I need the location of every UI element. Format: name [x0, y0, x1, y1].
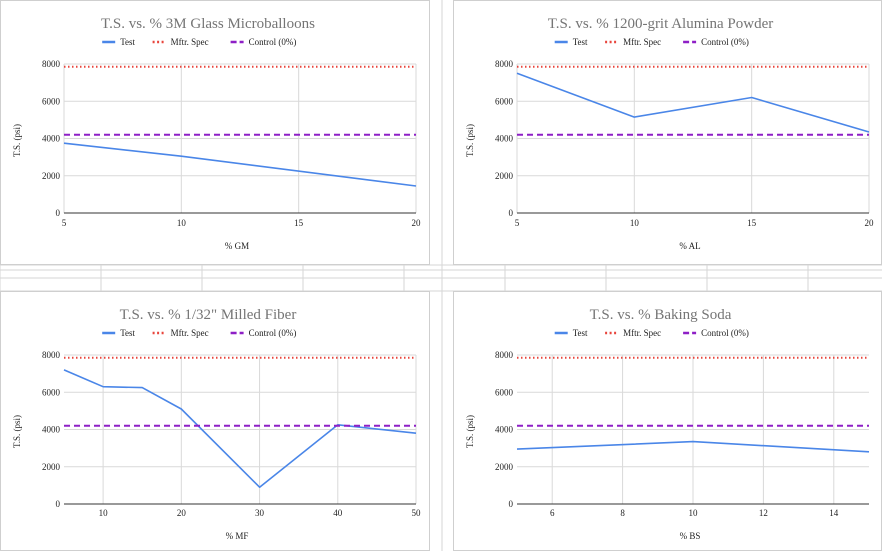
chart-title: T.S. vs. % Baking Soda — [590, 307, 732, 323]
chart-title: T.S. vs. % 1/32" Milled Fiber — [120, 307, 297, 323]
x-tick-label-10: 10 — [689, 508, 699, 518]
legend-item-spec: Mftr. Spec — [605, 37, 661, 47]
y-axis-label: T.S. (psi) — [465, 124, 475, 157]
x-tick-label-20: 20 — [177, 508, 187, 518]
legend-label-test: Test — [573, 37, 588, 47]
y-axis-label: T.S. (psi) — [12, 124, 22, 157]
x-axis-label: % GM — [225, 241, 249, 251]
legend-item-test: Test — [554, 37, 588, 47]
y-tick-label-8000: 8000 — [495, 350, 514, 360]
x-tick-label-15: 15 — [294, 218, 304, 228]
legend-item-control: Control (0%) — [230, 37, 297, 47]
y-tick-label-6000: 6000 — [42, 96, 61, 106]
series-line-test — [63, 369, 417, 488]
x-tick-label-10: 10 — [630, 218, 640, 228]
chart-glass-microballoons: T.S. vs. % 3M Glass Microballoons Test Mft… — [12, 16, 422, 251]
y-tick-label-0: 0 — [56, 499, 61, 509]
chart-title: T.S. vs. % 1200-grit Alumina Powder — [548, 16, 774, 32]
y-axis-label: T.S. (psi) — [12, 415, 22, 448]
y-tick-label-0: 0 — [56, 208, 61, 218]
chart-panel-alumina-powder[interactable]: T.S. vs. % 1200-grit Alumina Powder Test M… — [453, 0, 882, 265]
x-axis-label: % AL — [679, 241, 700, 251]
x-tick-label-50: 50 — [412, 508, 422, 518]
y-tick-label-6000: 6000 — [495, 387, 514, 397]
legend-label-spec: Mftr. Spec — [623, 328, 661, 338]
x-tick-label-10: 10 — [99, 508, 109, 518]
x-tick-label-5: 5 — [62, 218, 67, 228]
chart-panel-baking-soda[interactable]: T.S. vs. % Baking Soda Test Mftr. Spec Cont… — [453, 291, 882, 551]
legend-item-spec: Mftr. Spec — [152, 328, 209, 338]
legend-item-control: Control (0%) — [230, 328, 297, 338]
x-tick-label-15: 15 — [747, 218, 757, 228]
legend-label-control: Control (0%) — [249, 37, 297, 47]
legend-label-control: Control (0%) — [249, 328, 297, 338]
legend-item-test: Test — [102, 37, 136, 47]
legend-item-test: Test — [102, 328, 136, 338]
series-line-test — [516, 72, 870, 133]
x-tick-label-12: 12 — [759, 508, 768, 518]
chart-panel-milled-fiber[interactable]: T.S. vs. % 1/32" Milled Fiber Test Mftr. S… — [0, 291, 430, 551]
legend-item-spec: Mftr. Spec — [605, 328, 661, 338]
x-tick-label-14: 14 — [829, 508, 839, 518]
x-tick-label-40: 40 — [333, 508, 343, 518]
chart-alumina-powder: T.S. vs. % 1200-grit Alumina Powder Test M… — [465, 16, 875, 251]
legend-label-control: Control (0%) — [701, 37, 749, 47]
y-tick-label-2000: 2000 — [495, 462, 514, 472]
x-axis-label: % BS — [680, 531, 701, 541]
y-tick-label-2000: 2000 — [42, 171, 61, 181]
x-tick-label-5: 5 — [515, 218, 520, 228]
y-tick-label-4000: 4000 — [42, 425, 61, 435]
y-tick-label-4000: 4000 — [495, 134, 514, 144]
legend-label-control: Control (0%) — [701, 328, 749, 338]
x-tick-label-20: 20 — [865, 218, 875, 228]
x-tick-label-20: 20 — [412, 218, 422, 228]
legend-item-spec: Mftr. Spec — [152, 37, 209, 47]
chart-panel-glass-microballoons[interactable]: T.S. vs. % 3M Glass Microballoons Test Mft… — [0, 0, 430, 265]
y-tick-label-0: 0 — [509, 499, 514, 509]
y-tick-label-2000: 2000 — [42, 462, 61, 472]
legend-label-test: Test — [120, 37, 135, 47]
y-tick-label-8000: 8000 — [42, 59, 61, 69]
legend-label-spec: Mftr. Spec — [171, 328, 209, 338]
legend-item-control: Control (0%) — [683, 37, 749, 47]
legend-label-spec: Mftr. Spec — [171, 37, 209, 47]
legend-item-control: Control (0%) — [683, 328, 749, 338]
y-axis-label: T.S. (psi) — [465, 415, 475, 448]
chart-milled-fiber: T.S. vs. % 1/32" Milled Fiber Test Mftr. S… — [12, 307, 422, 541]
x-tick-label-6: 6 — [550, 508, 555, 518]
x-tick-label-30: 30 — [255, 508, 265, 518]
x-tick-label-8: 8 — [620, 508, 625, 518]
y-tick-label-4000: 4000 — [495, 425, 514, 435]
series-line-test — [63, 142, 417, 187]
legend-item-test: Test — [554, 328, 588, 338]
x-axis-label: % MF — [226, 531, 249, 541]
chart-title: T.S. vs. % 3M Glass Microballoons — [101, 16, 315, 32]
y-tick-label-6000: 6000 — [42, 387, 61, 397]
legend-label-test: Test — [573, 328, 588, 338]
y-tick-label-8000: 8000 — [495, 59, 514, 69]
y-tick-label-2000: 2000 — [495, 171, 514, 181]
y-tick-label-6000: 6000 — [495, 96, 514, 106]
y-tick-label-4000: 4000 — [42, 134, 61, 144]
legend-label-spec: Mftr. Spec — [623, 37, 661, 47]
y-tick-label-0: 0 — [509, 208, 514, 218]
series-line-test — [516, 440, 870, 453]
legend-label-test: Test — [120, 328, 135, 338]
x-tick-label-10: 10 — [177, 218, 187, 228]
y-tick-label-8000: 8000 — [42, 350, 61, 360]
